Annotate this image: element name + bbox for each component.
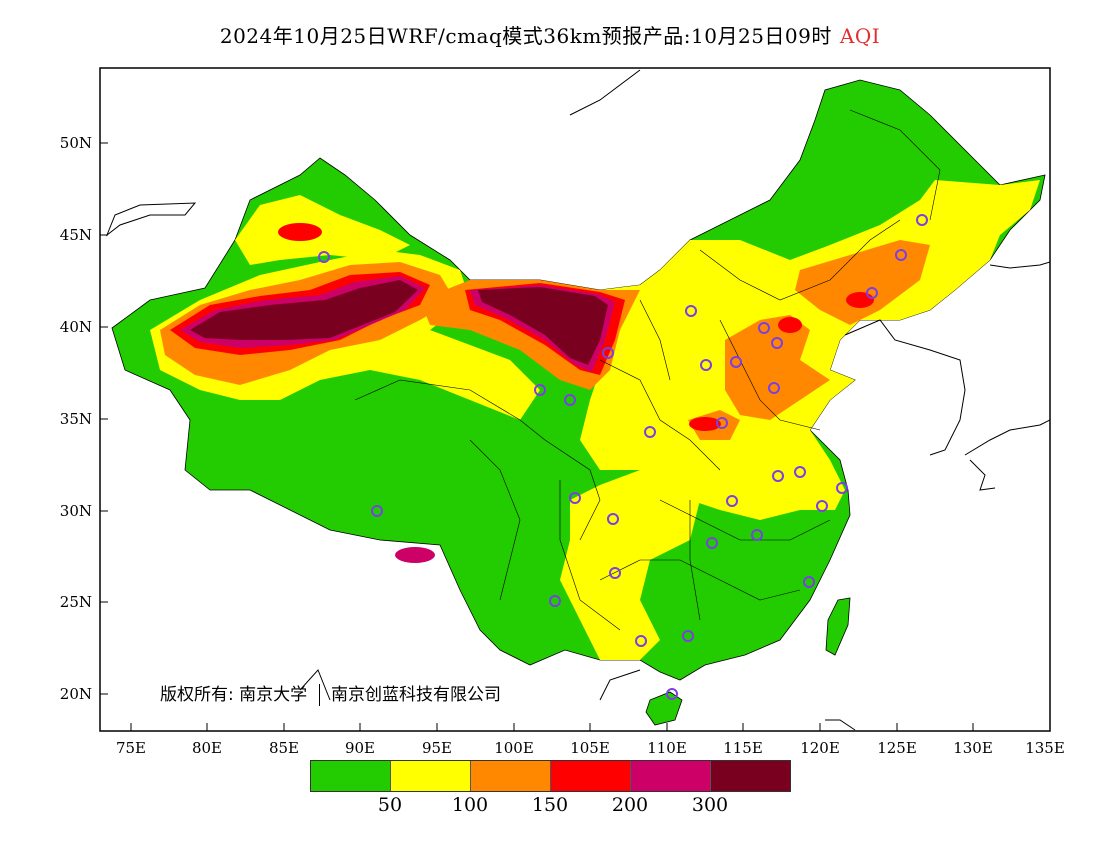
- station-marker: [549, 595, 561, 607]
- station-marker: [758, 322, 770, 334]
- legend-label: 150: [531, 794, 569, 816]
- title-text: 2024年10月25日WRF/cmaq模式36km预报产品:10月25日09时: [219, 24, 832, 48]
- legend-swatch-good: [311, 761, 391, 791]
- station-marker: [730, 356, 742, 368]
- station-marker: [569, 492, 581, 504]
- station-marker: [836, 482, 848, 494]
- legend-label: 100: [451, 794, 489, 816]
- lat-label: 30N: [60, 502, 92, 520]
- station-marker: [534, 384, 546, 396]
- station-marker: [318, 251, 330, 263]
- aqi-region-usg-ne: [795, 240, 930, 325]
- aqi-hotspot-liaoning: [846, 292, 874, 308]
- lat-label: 45N: [60, 226, 92, 244]
- legend-label: 300: [691, 794, 729, 816]
- legend-swatch-very-unhealthy: [631, 761, 711, 791]
- copyright-org-1: 南京大学: [239, 685, 308, 705]
- station-marker: [794, 466, 806, 478]
- station-marker: [685, 305, 697, 317]
- station-marker: [706, 537, 718, 549]
- title-variable: AQI: [839, 24, 881, 48]
- legend-swatch-unhealthy: [551, 761, 631, 791]
- station-marker: [895, 249, 907, 261]
- station-marker: [772, 470, 784, 482]
- lon-label: 75E: [116, 739, 146, 757]
- station-marker: [916, 214, 928, 226]
- lon-label: 105E: [570, 739, 610, 757]
- lon-label: 135E: [1025, 739, 1065, 757]
- legend-swatch-usg: [471, 761, 551, 791]
- station-marker: [602, 347, 614, 359]
- lon-label: 110E: [647, 739, 687, 757]
- copyright-divider: [318, 684, 320, 706]
- aqi-hotspot-tibet: [395, 547, 435, 563]
- legend-label: 50: [377, 794, 403, 816]
- legend-swatch-moderate: [391, 761, 471, 791]
- lon-label: 100E: [494, 739, 534, 757]
- lon-axis: [130, 723, 1051, 731]
- aqi-region-usg-ncp: [725, 315, 830, 420]
- station-marker: [771, 337, 783, 349]
- lat-label: 20N: [60, 685, 92, 703]
- lat-label: 25N: [60, 593, 92, 611]
- station-marker: [371, 505, 383, 517]
- station-marker: [716, 417, 728, 429]
- station-marker: [700, 359, 712, 371]
- monitoring-stations: [318, 214, 928, 700]
- copyright-prefix: 版权所有:: [160, 685, 234, 705]
- lon-label: 85E: [269, 739, 299, 757]
- lat-label: 50N: [60, 134, 92, 152]
- station-marker: [768, 382, 780, 394]
- lon-label: 80E: [192, 739, 222, 757]
- province-boundaries: [354, 109, 941, 631]
- lon-label: 130E: [953, 739, 993, 757]
- station-marker: [609, 567, 621, 579]
- island-hainan: [645, 691, 683, 726]
- legend-bar: [310, 760, 791, 792]
- copyright-org-2: 南京创蓝科技有限公司: [330, 685, 501, 705]
- lon-label: 90E: [345, 739, 375, 757]
- aqi-region-moderate-nw: [235, 195, 410, 265]
- map-title: 2024年10月25日WRF/cmaq模式36km预报产品:10月25日09时 A…: [0, 20, 1100, 49]
- lon-label: 120E: [800, 739, 840, 757]
- lat-label: 40N: [60, 318, 92, 336]
- lon-label: 115E: [723, 739, 763, 757]
- lat-axis: [100, 142, 108, 695]
- station-marker: [644, 426, 656, 438]
- coastlines: [105, 69, 1050, 731]
- station-marker: [866, 287, 878, 299]
- lon-label: 125E: [877, 739, 917, 757]
- station-marker: [607, 513, 619, 525]
- color-legend: 50 100 150 200 300: [310, 760, 791, 820]
- station-marker: [726, 495, 738, 507]
- legend-labels: 50 100 150 200 300: [310, 792, 791, 820]
- aqi-hotspot-urumqi: [278, 223, 322, 241]
- copyright-notice: 版权所有: 南京大学 南京创蓝科技有限公司: [160, 680, 501, 706]
- aqi-region-hazardous-tarim: [190, 280, 418, 340]
- lat-label: 35N: [60, 410, 92, 428]
- legend-swatch-hazardous: [711, 761, 790, 791]
- island-taiwan: [825, 597, 851, 656]
- station-marker: [803, 576, 815, 588]
- station-marker: [751, 529, 763, 541]
- aqi-hotspot-bohai: [778, 317, 802, 333]
- aqi-region-hazardous-ordos: [478, 287, 608, 365]
- station-marker: [816, 500, 828, 512]
- lon-label: 95E: [422, 739, 452, 757]
- station-marker: [682, 630, 694, 642]
- station-marker: [564, 394, 576, 406]
- station-marker: [635, 635, 647, 647]
- legend-label: 200: [611, 794, 649, 816]
- aqi-hotspot-henan: [689, 417, 721, 431]
- station-marker: [666, 688, 678, 700]
